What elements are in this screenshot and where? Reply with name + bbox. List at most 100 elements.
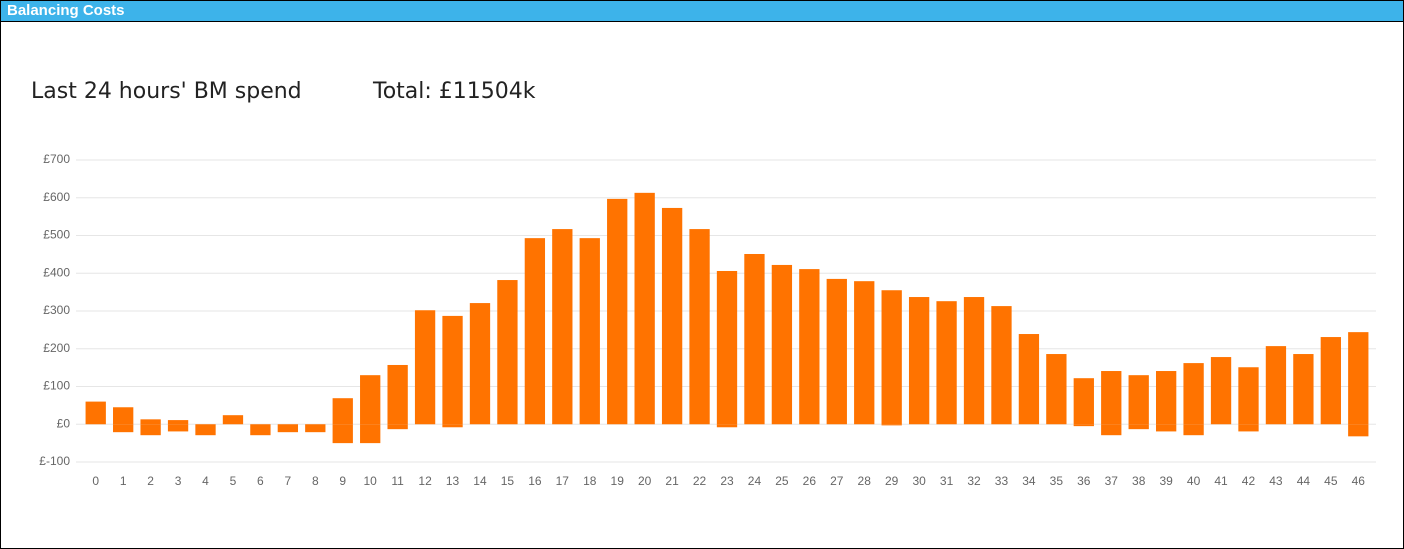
- x-tick-label: 41: [1214, 474, 1228, 488]
- x-tick-label: 8: [312, 474, 319, 488]
- x-tick-label: 27: [830, 474, 844, 488]
- bar: [222, 415, 244, 425]
- bar: [140, 424, 161, 436]
- x-tick-label: 7: [285, 474, 292, 488]
- bar: [881, 290, 902, 425]
- x-tick-label: 44: [1297, 474, 1311, 488]
- bar: [277, 424, 299, 433]
- bar: [85, 401, 106, 425]
- x-tick-label: 11: [391, 474, 404, 488]
- y-tick-label: £600: [43, 190, 70, 204]
- bar: [1155, 371, 1177, 425]
- x-tick-label: 9: [339, 474, 346, 488]
- bar: [716, 424, 738, 428]
- y-tick-label: £700: [43, 152, 70, 166]
- x-tick-label: 16: [528, 474, 542, 488]
- y-tick-label: £400: [43, 265, 70, 279]
- bar: [469, 303, 491, 425]
- bar: [442, 315, 463, 425]
- x-tick-label: 40: [1187, 474, 1201, 488]
- x-tick-label: 4: [202, 474, 209, 488]
- x-tick-label: 15: [501, 474, 515, 488]
- bar: [1293, 354, 1314, 425]
- x-tick-label: 2: [147, 474, 154, 488]
- bar: [1183, 363, 1204, 425]
- x-tick-label: 30: [912, 474, 926, 488]
- x-tick-label: 39: [1159, 474, 1173, 488]
- x-tick-label: 19: [611, 474, 625, 488]
- bar: [1128, 375, 1149, 425]
- bar: [936, 301, 957, 425]
- bar: [524, 238, 546, 425]
- bar: [661, 207, 683, 425]
- bar: [579, 238, 600, 425]
- x-tick-label: 36: [1077, 474, 1091, 488]
- x-tick-label: 12: [418, 474, 432, 488]
- x-tick-label: 46: [1352, 474, 1366, 488]
- bar: [1101, 424, 1122, 436]
- bar: [991, 306, 1012, 425]
- x-tick-label: 33: [995, 474, 1009, 488]
- bar: [826, 278, 847, 425]
- bar: [442, 424, 463, 428]
- bar: [113, 407, 134, 425]
- x-tick-label: 22: [693, 474, 707, 488]
- bar: [1210, 357, 1232, 425]
- bar: [1155, 424, 1177, 432]
- total-label: Total: £11504k: [373, 79, 536, 104]
- widget-header: Balancing Costs: [1, 1, 1403, 22]
- bar: [1238, 424, 1259, 432]
- x-tick-label: 38: [1132, 474, 1146, 488]
- bar: [634, 192, 655, 425]
- x-tick-label: 13: [446, 474, 460, 488]
- bar: [1320, 337, 1341, 425]
- x-tick-label: 24: [748, 474, 762, 488]
- bar: [167, 420, 189, 425]
- bar: [1238, 367, 1259, 425]
- x-tick-label: 43: [1269, 474, 1283, 488]
- x-tick-label: 14: [473, 474, 487, 488]
- bar: [552, 229, 573, 425]
- bar: [854, 281, 875, 425]
- bar: [1073, 424, 1094, 427]
- bar: [908, 297, 930, 425]
- bar: [195, 424, 216, 436]
- bar: [744, 253, 765, 425]
- bar: [963, 297, 985, 425]
- bar: [250, 424, 271, 436]
- x-tick-label: 0: [92, 474, 99, 488]
- bar: [332, 398, 353, 425]
- bar: [360, 424, 381, 444]
- bar: [113, 424, 134, 433]
- bar: [716, 270, 738, 425]
- y-tick-label: £0: [57, 416, 71, 430]
- bar: [1348, 424, 1369, 437]
- x-tick-label: 45: [1324, 474, 1338, 488]
- bar: [167, 424, 189, 432]
- bar: [1265, 346, 1287, 425]
- x-tick-label: 20: [638, 474, 652, 488]
- bar: [1348, 332, 1369, 425]
- x-tick-label: 3: [175, 474, 182, 488]
- x-tick-label: 10: [364, 474, 378, 488]
- bar: [387, 424, 408, 430]
- x-tick-label: 31: [940, 474, 954, 488]
- y-tick-label: £500: [43, 228, 70, 242]
- x-tick-label: 34: [1022, 474, 1036, 488]
- y-tick-label: £200: [43, 341, 70, 355]
- x-tick-label: 5: [230, 474, 237, 488]
- bar: [607, 198, 628, 425]
- bar: [1101, 371, 1122, 425]
- bar: [799, 269, 820, 425]
- x-tick-label: 1: [120, 474, 127, 488]
- bar: [140, 419, 161, 425]
- x-tick-label: 37: [1105, 474, 1119, 488]
- y-tick-label: £300: [43, 303, 70, 317]
- x-tick-label: 25: [775, 474, 789, 488]
- bar: [771, 264, 793, 425]
- x-tick-label: 23: [720, 474, 734, 488]
- bar: [360, 375, 381, 425]
- x-tick-label: 32: [967, 474, 981, 488]
